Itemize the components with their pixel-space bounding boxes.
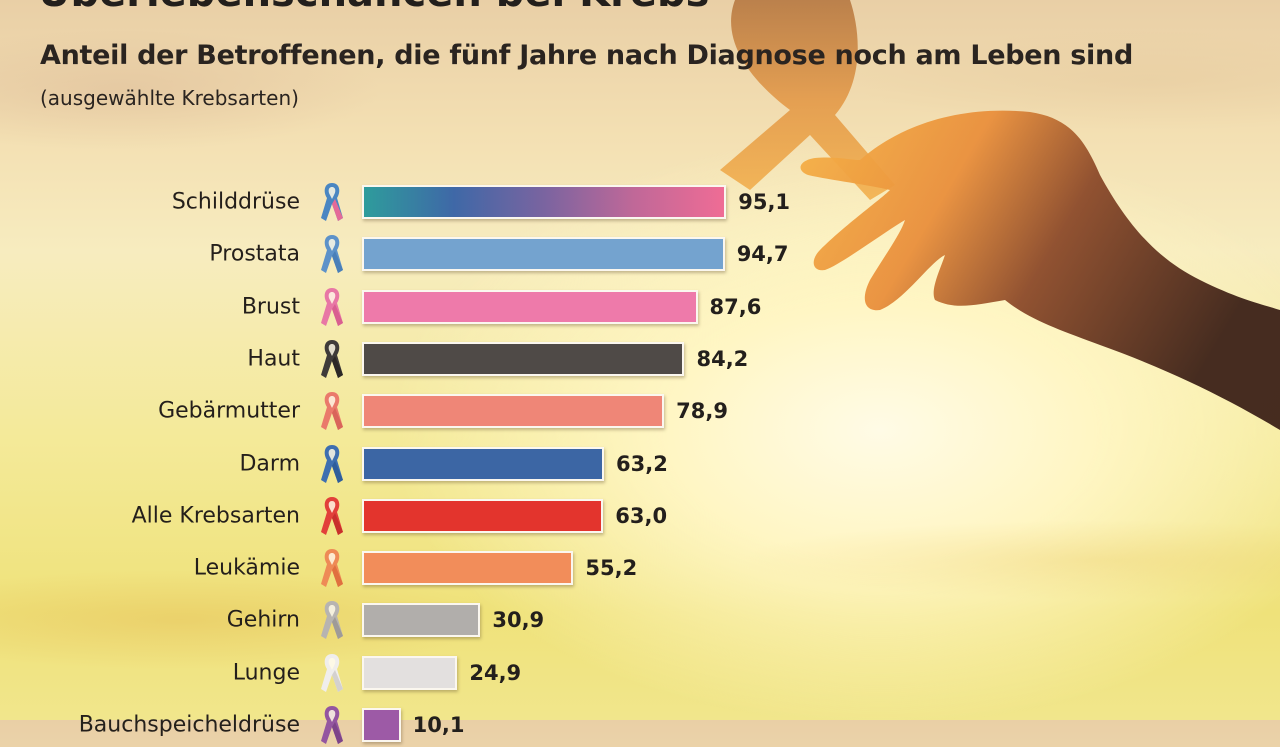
category-label: Haut <box>247 346 300 372</box>
bar <box>362 289 698 324</box>
category-label: Darm <box>239 451 300 476</box>
hand-silhouette <box>800 110 1280 431</box>
value-label: 63,2 <box>616 451 668 476</box>
category-label: Leukämie <box>193 555 300 581</box>
awareness-ribbon-icon <box>321 287 343 326</box>
bar <box>362 603 481 638</box>
bar <box>362 551 574 586</box>
bar <box>362 394 665 429</box>
category-label: Prostata <box>209 241 300 267</box>
bar <box>362 498 604 533</box>
chart-note: (ausgewählte Krebsarten) <box>40 86 299 110</box>
bar <box>362 237 725 272</box>
value-label: 55,2 <box>585 556 638 581</box>
bar <box>362 446 605 481</box>
category-label: Alle Krebsarten <box>131 503 300 529</box>
value-label: 95,1 <box>738 190 791 214</box>
chart-title: Überlebenschancen bei Krebs <box>38 0 709 16</box>
value-label: 84,2 <box>696 346 749 371</box>
bar <box>362 708 401 742</box>
value-label: 30,9 <box>492 608 545 633</box>
awareness-ribbon-icon <box>321 653 343 692</box>
awareness-ribbon-icon <box>321 339 343 378</box>
bar <box>362 185 727 219</box>
category-label: Bauchspeicheldrüse <box>78 712 300 738</box>
ribbon-silhouette <box>720 0 895 200</box>
bar <box>362 341 685 376</box>
awareness-ribbon-icon <box>321 235 343 274</box>
chart-subtitle: Anteil der Betroffenen, die fünf Jahre n… <box>40 40 1133 71</box>
hand-with-ribbon-illustration <box>720 0 1280 431</box>
category-label: Lunge <box>232 660 300 686</box>
awareness-ribbon-icon <box>321 549 343 588</box>
bar-chart: Schilddrüse 95,1 Prostata 94,7 Brust 87,6 Haut… <box>79 183 791 744</box>
awareness-ribbon-icon <box>321 444 343 483</box>
value-label: 94,7 <box>736 242 789 267</box>
category-label: Schilddrüse <box>171 189 300 215</box>
category-label: Gehirn <box>226 607 300 633</box>
value-label: 87,6 <box>709 294 762 319</box>
value-label: 24,9 <box>469 660 522 685</box>
awareness-ribbon-icon <box>321 392 343 431</box>
bar <box>362 655 458 690</box>
awareness-ribbon-icon <box>321 183 343 221</box>
value-label: 78,9 <box>676 399 728 424</box>
awareness-ribbon-icon <box>321 496 343 535</box>
value-label: 10,1 <box>412 713 465 737</box>
awareness-ribbon-icon <box>321 601 343 640</box>
category-label: Brust <box>241 294 300 320</box>
value-label: 63,0 <box>615 503 668 528</box>
awareness-ribbon-icon <box>321 706 343 744</box>
category-label: Gebärmutter <box>158 398 300 424</box>
